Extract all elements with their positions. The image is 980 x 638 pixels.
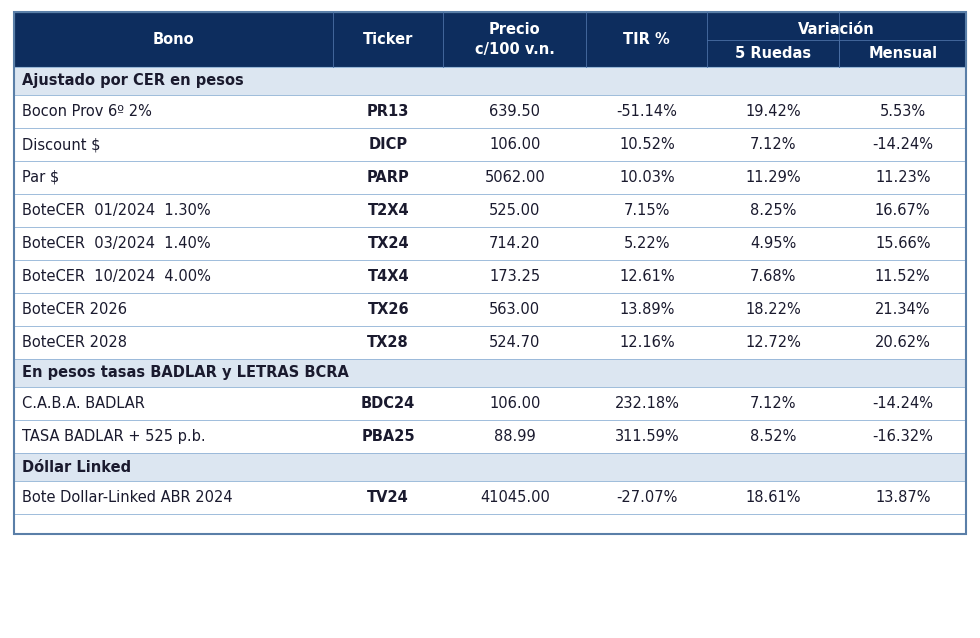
Text: -16.32%: -16.32% [872, 429, 933, 444]
Text: 18.22%: 18.22% [746, 302, 802, 317]
Bar [14, 227, 966, 260]
Text: BoteCER  01/2024  1.30%: BoteCER 01/2024 1.30% [22, 203, 211, 218]
Text: Ticker: Ticker [363, 32, 414, 47]
Bar [14, 514, 966, 534]
Text: 311.59%: 311.59% [614, 429, 679, 444]
Text: BoteCER 2026: BoteCER 2026 [22, 302, 127, 317]
Text: 88.99: 88.99 [494, 429, 536, 444]
Text: 524.70: 524.70 [489, 335, 540, 350]
Text: 13.87%: 13.87% [875, 490, 930, 505]
Text: 12.72%: 12.72% [746, 335, 802, 350]
Bar [14, 481, 966, 514]
Text: Bote Dollar-Linked ABR 2024: Bote Dollar-Linked ABR 2024 [22, 490, 232, 505]
Text: BoteCER  03/2024  1.40%: BoteCER 03/2024 1.40% [22, 236, 211, 251]
Bar [14, 453, 966, 481]
Text: BDC24: BDC24 [361, 396, 416, 411]
Text: 7.15%: 7.15% [623, 203, 670, 218]
Text: c/100 v.n.: c/100 v.n. [475, 42, 555, 57]
Text: 20.62%: 20.62% [875, 335, 931, 350]
Text: 12.16%: 12.16% [619, 335, 674, 350]
Text: 5 Ruedas: 5 Ruedas [735, 46, 811, 61]
Text: 525.00: 525.00 [489, 203, 540, 218]
Text: 12.61%: 12.61% [619, 269, 674, 284]
Text: 173.25: 173.25 [489, 269, 540, 284]
Text: -14.24%: -14.24% [872, 396, 933, 411]
Text: TX24: TX24 [368, 236, 409, 251]
Text: 714.20: 714.20 [489, 236, 540, 251]
Text: 7.12%: 7.12% [750, 396, 797, 411]
Bar [14, 293, 966, 326]
Text: -51.14%: -51.14% [616, 104, 677, 119]
Text: Precio: Precio [489, 22, 541, 37]
Text: TASA BADLAR + 525 p.b.: TASA BADLAR + 525 p.b. [22, 429, 206, 444]
Text: PR13: PR13 [367, 104, 410, 119]
Bar [14, 194, 966, 227]
Text: 5.22%: 5.22% [623, 236, 670, 251]
Bar [14, 128, 966, 161]
Text: T2X4: T2X4 [368, 203, 409, 218]
Text: 19.42%: 19.42% [746, 104, 802, 119]
Text: BoteCER  10/2024  4.00%: BoteCER 10/2024 4.00% [22, 269, 211, 284]
Text: Discount $: Discount $ [22, 137, 101, 152]
Text: 8.25%: 8.25% [751, 203, 797, 218]
Text: Bono: Bono [153, 32, 194, 47]
Text: 232.18%: 232.18% [614, 396, 679, 411]
Text: -27.07%: -27.07% [616, 490, 677, 505]
Bar [14, 12, 966, 534]
Text: 10.52%: 10.52% [619, 137, 674, 152]
Text: En pesos tasas BADLAR y LETRAS BCRA: En pesos tasas BADLAR y LETRAS BCRA [22, 366, 349, 380]
Bar [14, 12, 966, 67]
Text: -14.24%: -14.24% [872, 137, 933, 152]
Text: 106.00: 106.00 [489, 396, 540, 411]
Text: TX26: TX26 [368, 302, 409, 317]
Text: 5.53%: 5.53% [880, 104, 926, 119]
Text: TIR %: TIR % [623, 32, 670, 47]
Text: 106.00: 106.00 [489, 137, 540, 152]
Text: Par $: Par $ [22, 170, 59, 185]
Text: Variación: Variación [799, 22, 875, 37]
Text: 639.50: 639.50 [489, 104, 540, 119]
Text: 13.89%: 13.89% [619, 302, 674, 317]
Bar [14, 387, 966, 420]
Text: Bocon Prov 6º 2%: Bocon Prov 6º 2% [22, 104, 152, 119]
Text: 7.12%: 7.12% [750, 137, 797, 152]
Text: 11.29%: 11.29% [746, 170, 802, 185]
Bar [14, 420, 966, 453]
Bar [14, 95, 966, 128]
Bar [14, 161, 966, 194]
Text: Mensual: Mensual [868, 46, 937, 61]
Text: Ajustado por CER en pesos: Ajustado por CER en pesos [22, 73, 244, 89]
Text: 563.00: 563.00 [489, 302, 540, 317]
Text: 21.34%: 21.34% [875, 302, 930, 317]
Text: Dóllar Linked: Dóllar Linked [22, 459, 131, 475]
Bar [14, 359, 966, 387]
Text: 41045.00: 41045.00 [480, 490, 550, 505]
Text: PARP: PARP [367, 170, 410, 185]
Text: 16.67%: 16.67% [875, 203, 931, 218]
Text: 7.68%: 7.68% [751, 269, 797, 284]
Bar [14, 260, 966, 293]
Text: 11.52%: 11.52% [875, 269, 931, 284]
Text: T4X4: T4X4 [368, 269, 409, 284]
Text: TV24: TV24 [368, 490, 409, 505]
Text: DICP: DICP [368, 137, 408, 152]
Text: 11.23%: 11.23% [875, 170, 930, 185]
Text: 4.95%: 4.95% [751, 236, 797, 251]
Text: BoteCER 2028: BoteCER 2028 [22, 335, 127, 350]
Text: TX28: TX28 [368, 335, 409, 350]
Text: 15.66%: 15.66% [875, 236, 930, 251]
Text: 5062.00: 5062.00 [484, 170, 545, 185]
Text: 18.61%: 18.61% [746, 490, 801, 505]
Bar [14, 326, 966, 359]
Text: PBA25: PBA25 [362, 429, 415, 444]
Text: 10.03%: 10.03% [619, 170, 674, 185]
Text: 8.52%: 8.52% [751, 429, 797, 444]
Bar [14, 67, 966, 95]
Text: C.A.B.A. BADLAR: C.A.B.A. BADLAR [22, 396, 145, 411]
